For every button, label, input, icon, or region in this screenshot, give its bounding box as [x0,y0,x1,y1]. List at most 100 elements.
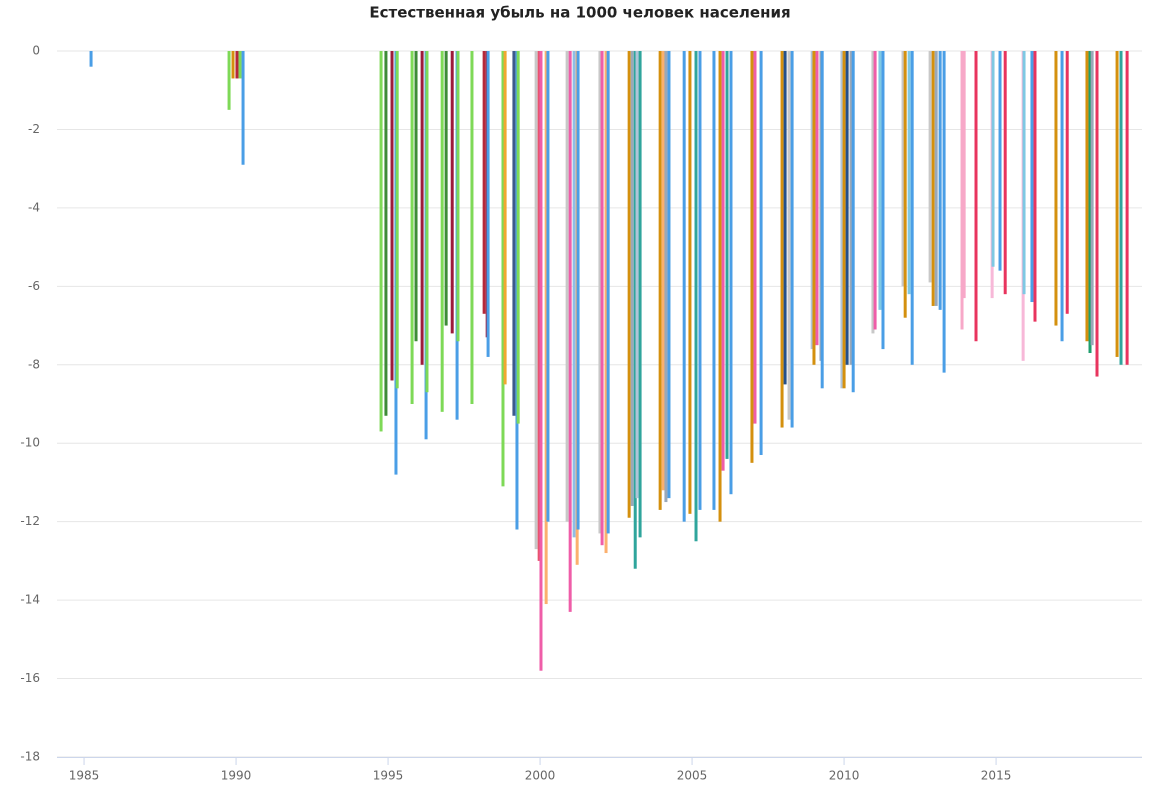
bar [568,51,572,612]
bar [546,51,550,522]
bar [910,51,914,365]
bar [486,51,490,357]
y-tick-label: -4 [28,200,40,214]
bar [750,51,754,463]
bar [842,51,846,389]
bar [928,51,932,283]
bar [1022,51,1026,295]
bar [1003,51,1007,295]
bar [753,51,757,424]
bar [537,51,541,561]
bar [384,51,388,416]
bar [379,51,383,432]
bar [425,51,429,393]
bar [931,51,935,306]
bar [810,51,814,350]
y-tick-label: -8 [28,357,40,371]
bar [1119,51,1123,365]
bar [503,51,507,385]
bar [1030,51,1034,303]
bar [851,51,855,393]
x-tick-label: 2015 [981,769,1012,783]
y-tick-label: -2 [28,122,40,136]
bar [787,51,791,420]
bar [871,51,875,334]
bar [694,51,698,542]
bar [231,51,235,79]
x-tick-label: 2005 [677,769,708,783]
bar [1060,51,1064,342]
bar [482,51,486,314]
bar [658,51,662,510]
bar [534,51,538,550]
bar [1115,51,1119,357]
bar [812,51,816,365]
bar [881,51,885,350]
bar [725,51,729,459]
bar [712,51,716,510]
bar [878,51,882,310]
bar [1065,51,1069,314]
bar [721,51,725,471]
bar [845,51,849,365]
bar [1054,51,1058,326]
bar [414,51,418,342]
y-tick-label: -12 [20,514,40,528]
chart-title: Естественная убыль на 1000 человек насел… [369,4,790,22]
bar [600,51,604,546]
x-tick-label: 1990 [221,769,252,783]
bar [440,51,444,412]
bar [235,51,239,79]
bar [661,51,665,491]
bar [1033,51,1037,322]
bar [783,51,787,385]
y-tick-label: 0 [32,44,40,58]
bar [635,51,639,499]
bar [1125,51,1129,365]
bar [1085,51,1089,342]
bar [698,51,702,510]
bar [962,51,966,299]
bar [960,51,964,330]
bar [873,51,877,330]
bar [456,51,460,342]
bar [938,51,942,310]
bar [565,51,569,522]
bar [840,51,844,389]
bar [942,51,946,373]
bar [410,51,414,404]
bar [604,51,608,554]
x-tick-label: 1995 [373,769,404,783]
bar [664,51,668,503]
bar [241,51,245,165]
bar [450,51,454,334]
x-tick-label: 2010 [829,769,860,783]
bar [606,51,610,534]
bar [512,51,516,416]
bar [1095,51,1099,377]
bar [998,51,1002,271]
bar [638,51,642,538]
bar [718,51,722,522]
bar [444,51,448,326]
bar [759,51,763,455]
bar [572,51,576,538]
bar [688,51,692,514]
bar [89,51,93,67]
bar [238,51,242,79]
bar [633,51,637,569]
bar [539,51,543,671]
bar [1090,51,1094,346]
y-tick-label: -18 [20,750,40,764]
bar [576,51,580,530]
y-tick-label: -10 [20,436,40,450]
bar [934,51,938,306]
bar [420,51,424,365]
bar [729,51,733,495]
bar [395,51,399,389]
bar [630,51,634,506]
y-tick-label: -16 [20,671,40,685]
y-tick-label: -6 [28,279,40,293]
bar [390,51,394,381]
